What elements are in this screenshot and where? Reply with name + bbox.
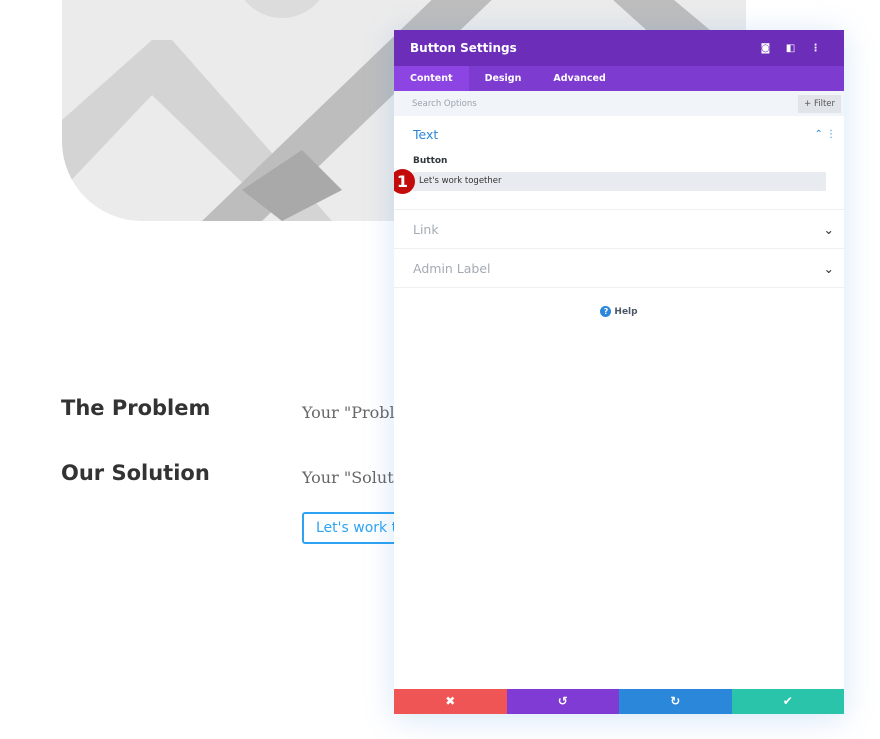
search-input[interactable]: Search Options — [412, 98, 477, 109]
tab-bar: Content Design Advanced — [394, 66, 844, 91]
solution-text: Your "Solution — [302, 468, 419, 487]
help-link[interactable]: ? Help — [394, 306, 844, 317]
tab-design[interactable]: Design — [484, 73, 522, 84]
panel-title: Button Settings — [410, 41, 517, 55]
button-text-input[interactable]: Let's work together — [413, 172, 826, 191]
chevron-down-icon: ⌄ — [823, 221, 834, 237]
undo-button[interactable]: ↺ — [506, 689, 619, 714]
button-field-label: Button — [413, 156, 448, 166]
admin-label-section[interactable]: Admin Label ⌄ — [394, 249, 844, 288]
search-bar: Search Options + Filter — [394, 91, 844, 116]
discard-button[interactable]: ✖ — [394, 689, 507, 714]
panel-footer: ✖ ↺ ↻ ✔ — [394, 689, 844, 714]
problem-heading: The Problem — [61, 396, 211, 420]
button-settings-panel: Button Settings ◙ ◧ ⋮ Content Design Adv… — [394, 30, 844, 714]
collapse-and-more-icons[interactable]: ⌃ ⋮ — [814, 129, 836, 140]
chevron-down-icon: ⌄ — [823, 260, 834, 276]
panel-header: Button Settings ◙ ◧ ⋮ — [394, 30, 844, 66]
text-section: Text ⌃ ⋮ Button Let's work together 1 — [394, 116, 844, 210]
link-section[interactable]: Link ⌄ — [394, 210, 844, 249]
link-section-title: Link — [413, 221, 439, 237]
step-badge: 1 — [394, 169, 415, 194]
solution-heading: Our Solution — [61, 461, 210, 485]
save-button[interactable]: ✔ — [731, 689, 844, 714]
text-section-title[interactable]: Text — [413, 127, 439, 142]
tab-content[interactable]: Content — [394, 66, 469, 91]
redo-button[interactable]: ↻ — [619, 689, 732, 714]
help-icon: ? — [600, 306, 612, 317]
more-icon[interactable]: ⋮ — [810, 42, 821, 54]
admin-label-section-title: Admin Label — [413, 260, 491, 276]
filter-button[interactable]: + Filter — [798, 94, 841, 113]
tab-advanced[interactable]: Advanced — [553, 73, 606, 84]
expand-icon[interactable]: ◙ — [760, 42, 771, 54]
split-view-icon[interactable]: ◧ — [785, 42, 796, 54]
help-label: Help — [614, 307, 638, 317]
problem-text: Your "Problem — [302, 403, 420, 422]
